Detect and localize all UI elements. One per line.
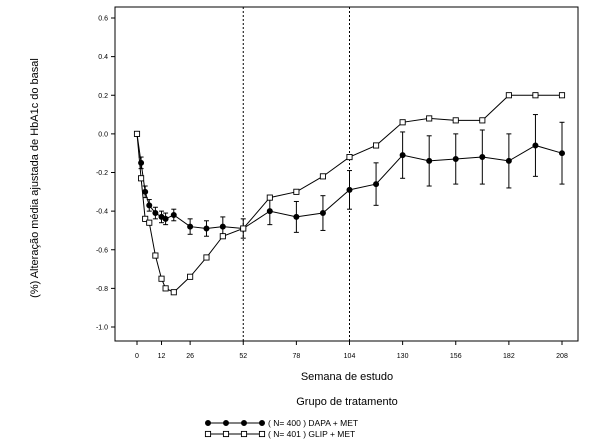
y-tick-label: -0.4 [96, 209, 108, 216]
x-tick-label: 0 [135, 353, 139, 360]
data-point-series-2 [162, 285, 169, 292]
x-tick-label: 12 [158, 353, 166, 360]
data-point-series-1 [532, 142, 539, 149]
data-point-series-1 [399, 152, 406, 159]
y-tick-label: 0.6 [98, 16, 108, 23]
data-point-series-1 [346, 186, 353, 193]
x-tick-label: 208 [556, 353, 568, 360]
x-tick-label: 130 [397, 353, 409, 360]
data-point-series-2 [266, 194, 273, 201]
legend-marker-2 [258, 430, 266, 438]
series-line-2 [136, 94, 562, 293]
x-tick-label: 156 [450, 353, 462, 360]
data-point-series-1 [319, 210, 326, 217]
data-point-series-2 [187, 273, 194, 280]
x-tick-label: 26 [186, 353, 194, 360]
data-point-series-1 [152, 210, 159, 217]
y-tick-label: -0.2 [96, 170, 108, 177]
data-point-series-1 [266, 208, 273, 215]
series-layer [133, 92, 566, 296]
data-point-series-2 [399, 119, 406, 126]
y-axis: -1.0 -0.8 -0.6 -0.4 -0.2 0.0 0.2 0.4 0.6 [96, 16, 115, 332]
data-point-series-2 [203, 254, 210, 261]
data-point-series-2 [133, 130, 141, 137]
x-tick-label: 104 [344, 353, 356, 360]
legend-items: ( N= 400 ) DAPA + MET( N= 401 ) GLIP + M… [204, 418, 358, 439]
legend-title: Grupo de tratamento [296, 396, 398, 408]
data-point-series-2 [138, 175, 145, 182]
data-point-series-2 [152, 252, 159, 259]
data-point-series-1 [203, 225, 210, 232]
data-point-series-1 [426, 157, 433, 164]
legend-marker-1 [258, 419, 265, 426]
data-point-series-2 [240, 225, 247, 232]
y-tick-label: -1.0 [96, 325, 108, 332]
y-tick-label: -0.6 [96, 247, 108, 254]
data-point-series-2 [346, 153, 353, 161]
legend-label-1: ( N= 400 ) DAPA + MET [268, 418, 358, 428]
data-point-series-1 [219, 223, 226, 230]
data-point-series-1 [452, 155, 459, 162]
data-point-series-1 [479, 154, 486, 161]
data-point-series-2 [219, 233, 226, 240]
data-point-series-2 [319, 173, 326, 180]
data-point-series-2 [146, 219, 153, 226]
data-point-series-2 [170, 289, 177, 296]
x-tick-label: 182 [503, 353, 515, 360]
y-tick-label: -0.8 [96, 286, 108, 293]
x-axis-label: Semana de estudo [301, 371, 393, 383]
y-tick-label: 0.0 [98, 131, 108, 138]
x-tick-label: 78 [292, 353, 300, 360]
plot-frame [114, 6, 579, 342]
legend-marker-2 [240, 430, 248, 438]
legend-marker-2 [204, 430, 212, 438]
legend-marker-1 [222, 419, 229, 426]
data-point-series-2 [293, 188, 300, 195]
data-point-series-1 [170, 211, 177, 218]
data-point-series-1 [559, 150, 566, 157]
data-point-series-1 [142, 188, 149, 195]
legend-marker-2 [222, 430, 230, 438]
y-axis-label: (%) Alteração média ajustada de HbA1c do… [29, 58, 41, 298]
data-point-series-2 [426, 115, 433, 122]
legend-label-2: ( N= 401 ) GLIP + MET [268, 429, 355, 439]
data-point-series-1 [293, 213, 300, 220]
data-point-series-1 [146, 202, 153, 209]
data-point-series-2 [142, 215, 149, 222]
error-bars-layer [138, 114, 565, 239]
data-point-series-2 [532, 92, 539, 99]
x-axis: 0 12 26 52 78 104 130 156 182 208 [135, 341, 568, 360]
reference-lines-layer [242, 7, 350, 341]
y-tick-label: 0.2 [98, 93, 108, 100]
data-point-series-1 [162, 215, 169, 222]
y-tick-label: 0.4 [98, 54, 108, 61]
data-point-series-2 [505, 92, 512, 99]
data-point-series-1 [187, 223, 194, 230]
data-point-series-1 [373, 181, 380, 188]
x-tick-label: 52 [239, 353, 247, 360]
data-point-series-2 [373, 142, 380, 149]
legend: Grupo de tratamento ( N= 400 ) DAPA + ME… [204, 396, 398, 439]
data-point-series-2 [558, 92, 566, 99]
data-point-series-2 [452, 117, 459, 124]
data-point-series-2 [479, 117, 486, 124]
legend-marker-1 [240, 419, 247, 426]
data-point-series-1 [505, 157, 512, 164]
legend-marker-1 [204, 419, 211, 426]
data-point-series-2 [158, 275, 165, 282]
